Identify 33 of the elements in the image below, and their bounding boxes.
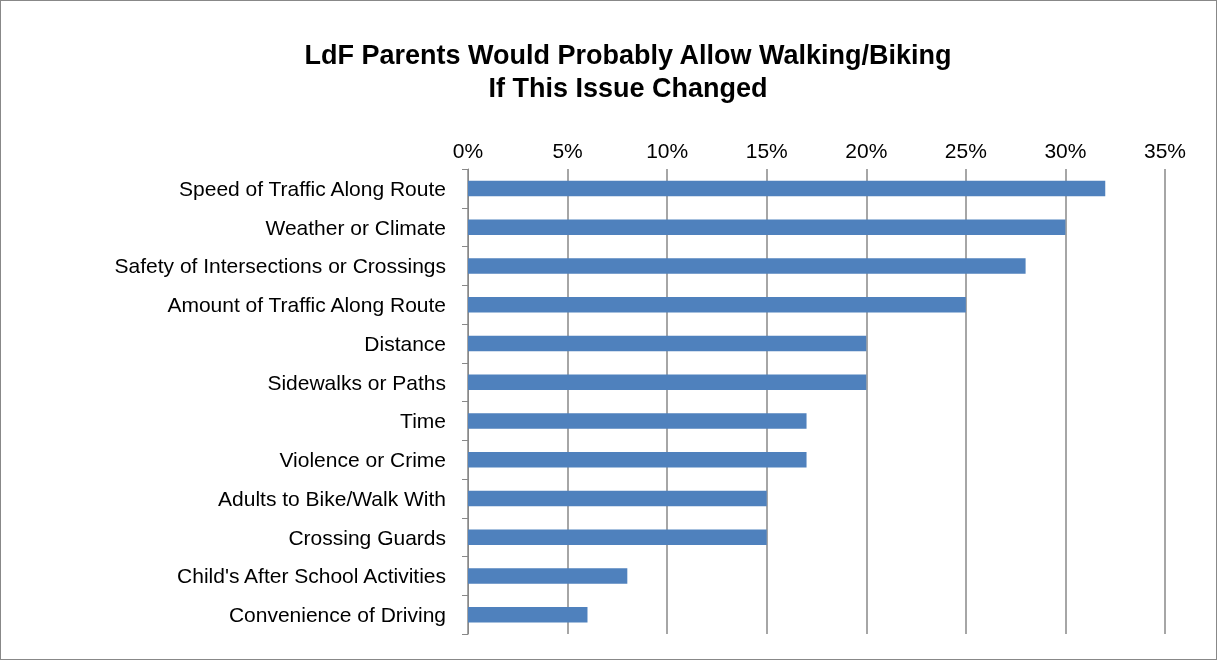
y-tick-label: Time	[400, 409, 446, 433]
bar	[468, 490, 767, 507]
bar	[468, 335, 867, 352]
y-tick-label: Speed of Traffic Along Route	[179, 176, 446, 200]
x-tick-label: 35%	[1143, 139, 1187, 162]
x-tick-label: 15%	[745, 139, 788, 162]
bar	[468, 219, 1066, 235]
bar	[468, 529, 767, 545]
bar	[468, 568, 628, 584]
y-tick-label: Violence or Crime	[279, 448, 446, 472]
bar	[468, 374, 867, 390]
bar	[468, 451, 807, 468]
y-tick-label: Distance	[364, 331, 446, 355]
y-tick-label: Adults to Bike/Walk With	[218, 486, 446, 510]
x-tick-label: 20%	[845, 139, 888, 162]
bar	[468, 296, 966, 313]
bar	[468, 180, 1106, 197]
x-tick-label: 0%	[452, 139, 484, 162]
y-tick-label: Child's After School Activities	[177, 564, 446, 588]
y-tick-label: Weather or Climate	[265, 215, 446, 239]
y-tick-label: Amount of Traffic Along Route	[167, 293, 446, 317]
y-tick-label: Safety of Intersections or Crossings	[114, 254, 446, 278]
y-tick-label: Crossing Guards	[288, 525, 446, 549]
x-tick-label: 10%	[646, 139, 689, 162]
y-tick-label: Sidewalks or Paths	[267, 370, 446, 394]
x-tick-label: 25%	[944, 139, 987, 162]
bar	[468, 258, 1026, 274]
bar	[468, 606, 588, 623]
y-tick-label: Convenience of Driving	[228, 603, 446, 627]
bar	[468, 413, 807, 429]
x-tick-label: 30%	[1044, 139, 1087, 162]
chart-title: LdF Parents Would Probably Allow Walking/Biking If This Issue Changed	[304, 39, 952, 103]
x-tick-label: 5%	[552, 139, 583, 162]
